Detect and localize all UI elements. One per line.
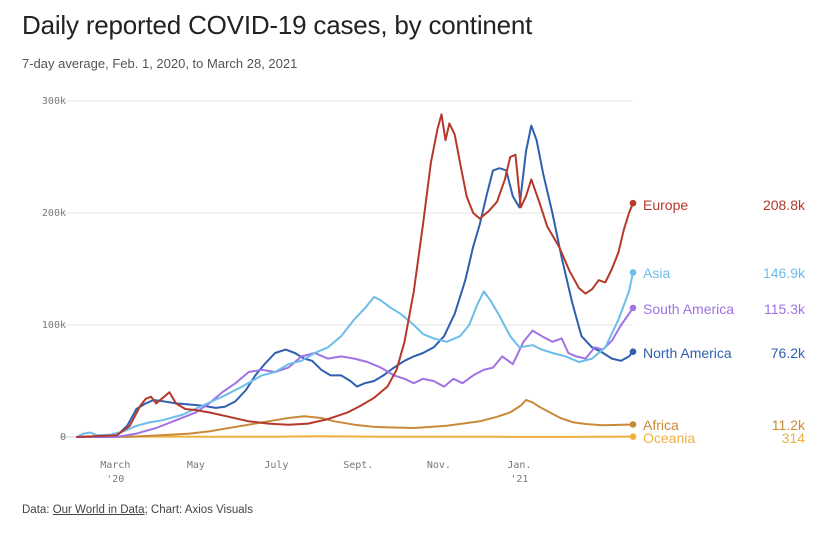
series-value-europe: 208.8k bbox=[763, 197, 806, 213]
series-label-south-america: South America bbox=[643, 301, 734, 317]
y-tick-label: 200k bbox=[42, 208, 66, 219]
series-line-asia bbox=[76, 271, 634, 438]
series-label-africa: Africa bbox=[643, 417, 679, 433]
source-prefix: Data: bbox=[22, 504, 53, 516]
series-label-oceania: Oceania bbox=[643, 430, 695, 446]
y-tick-label: 0 bbox=[60, 432, 66, 443]
end-marker-oceania bbox=[629, 433, 637, 440]
chart-area: 0 100k 200k 300k March '20 May July Sept. Nov. Jan… bbox=[42, 96, 806, 485]
series-label-north-america: North America bbox=[643, 345, 732, 361]
chart-subtitle: 7-day average, Feb. 1, 2020, to March 28… bbox=[22, 56, 298, 71]
series-value-asia: 146.9k bbox=[763, 265, 806, 281]
x-tick-label: Sept. bbox=[343, 460, 373, 471]
series-line-europe bbox=[76, 113, 634, 438]
series-label-europe: Europe bbox=[643, 197, 688, 213]
source-note: Data: Our World in Data; Chart: Axios Vi… bbox=[22, 504, 253, 516]
x-tick-sublabel: '21 bbox=[510, 474, 528, 485]
series-line-north-america bbox=[76, 124, 634, 438]
source-suffix: ; Chart: Axios Visuals bbox=[144, 504, 253, 516]
series-value-north-america: 76.2k bbox=[771, 345, 806, 361]
series-value-south-america: 115.3k bbox=[764, 301, 806, 317]
source-link[interactable]: Our World in Data bbox=[52, 504, 145, 516]
x-tick-label: May bbox=[187, 460, 205, 471]
series-value-africa: 11.2k bbox=[772, 417, 806, 433]
end-marker-africa bbox=[629, 421, 637, 428]
series-value-oceania: 314 bbox=[782, 430, 806, 446]
x-tick-label: Nov. bbox=[427, 460, 451, 471]
end-marker-south-america bbox=[629, 304, 637, 312]
y-tick-label: 100k bbox=[42, 320, 66, 331]
series-label-asia: Asia bbox=[643, 265, 670, 281]
end-marker-europe bbox=[629, 199, 637, 207]
series-line-south-america bbox=[76, 306, 634, 438]
x-tick-label: July bbox=[264, 460, 288, 471]
x-tick-sublabel: '20 bbox=[106, 474, 124, 485]
end-marker-asia bbox=[629, 269, 637, 276]
chart-title: Daily reported COVID-19 cases, by contin… bbox=[22, 10, 533, 40]
x-tick-label: Jan. bbox=[507, 460, 531, 471]
series-line-oceania bbox=[76, 435, 634, 438]
end-marker-north-america bbox=[629, 348, 637, 355]
series-line-africa bbox=[76, 399, 634, 438]
y-tick-label: 300k bbox=[42, 96, 66, 107]
x-tick-label: March bbox=[100, 460, 130, 471]
